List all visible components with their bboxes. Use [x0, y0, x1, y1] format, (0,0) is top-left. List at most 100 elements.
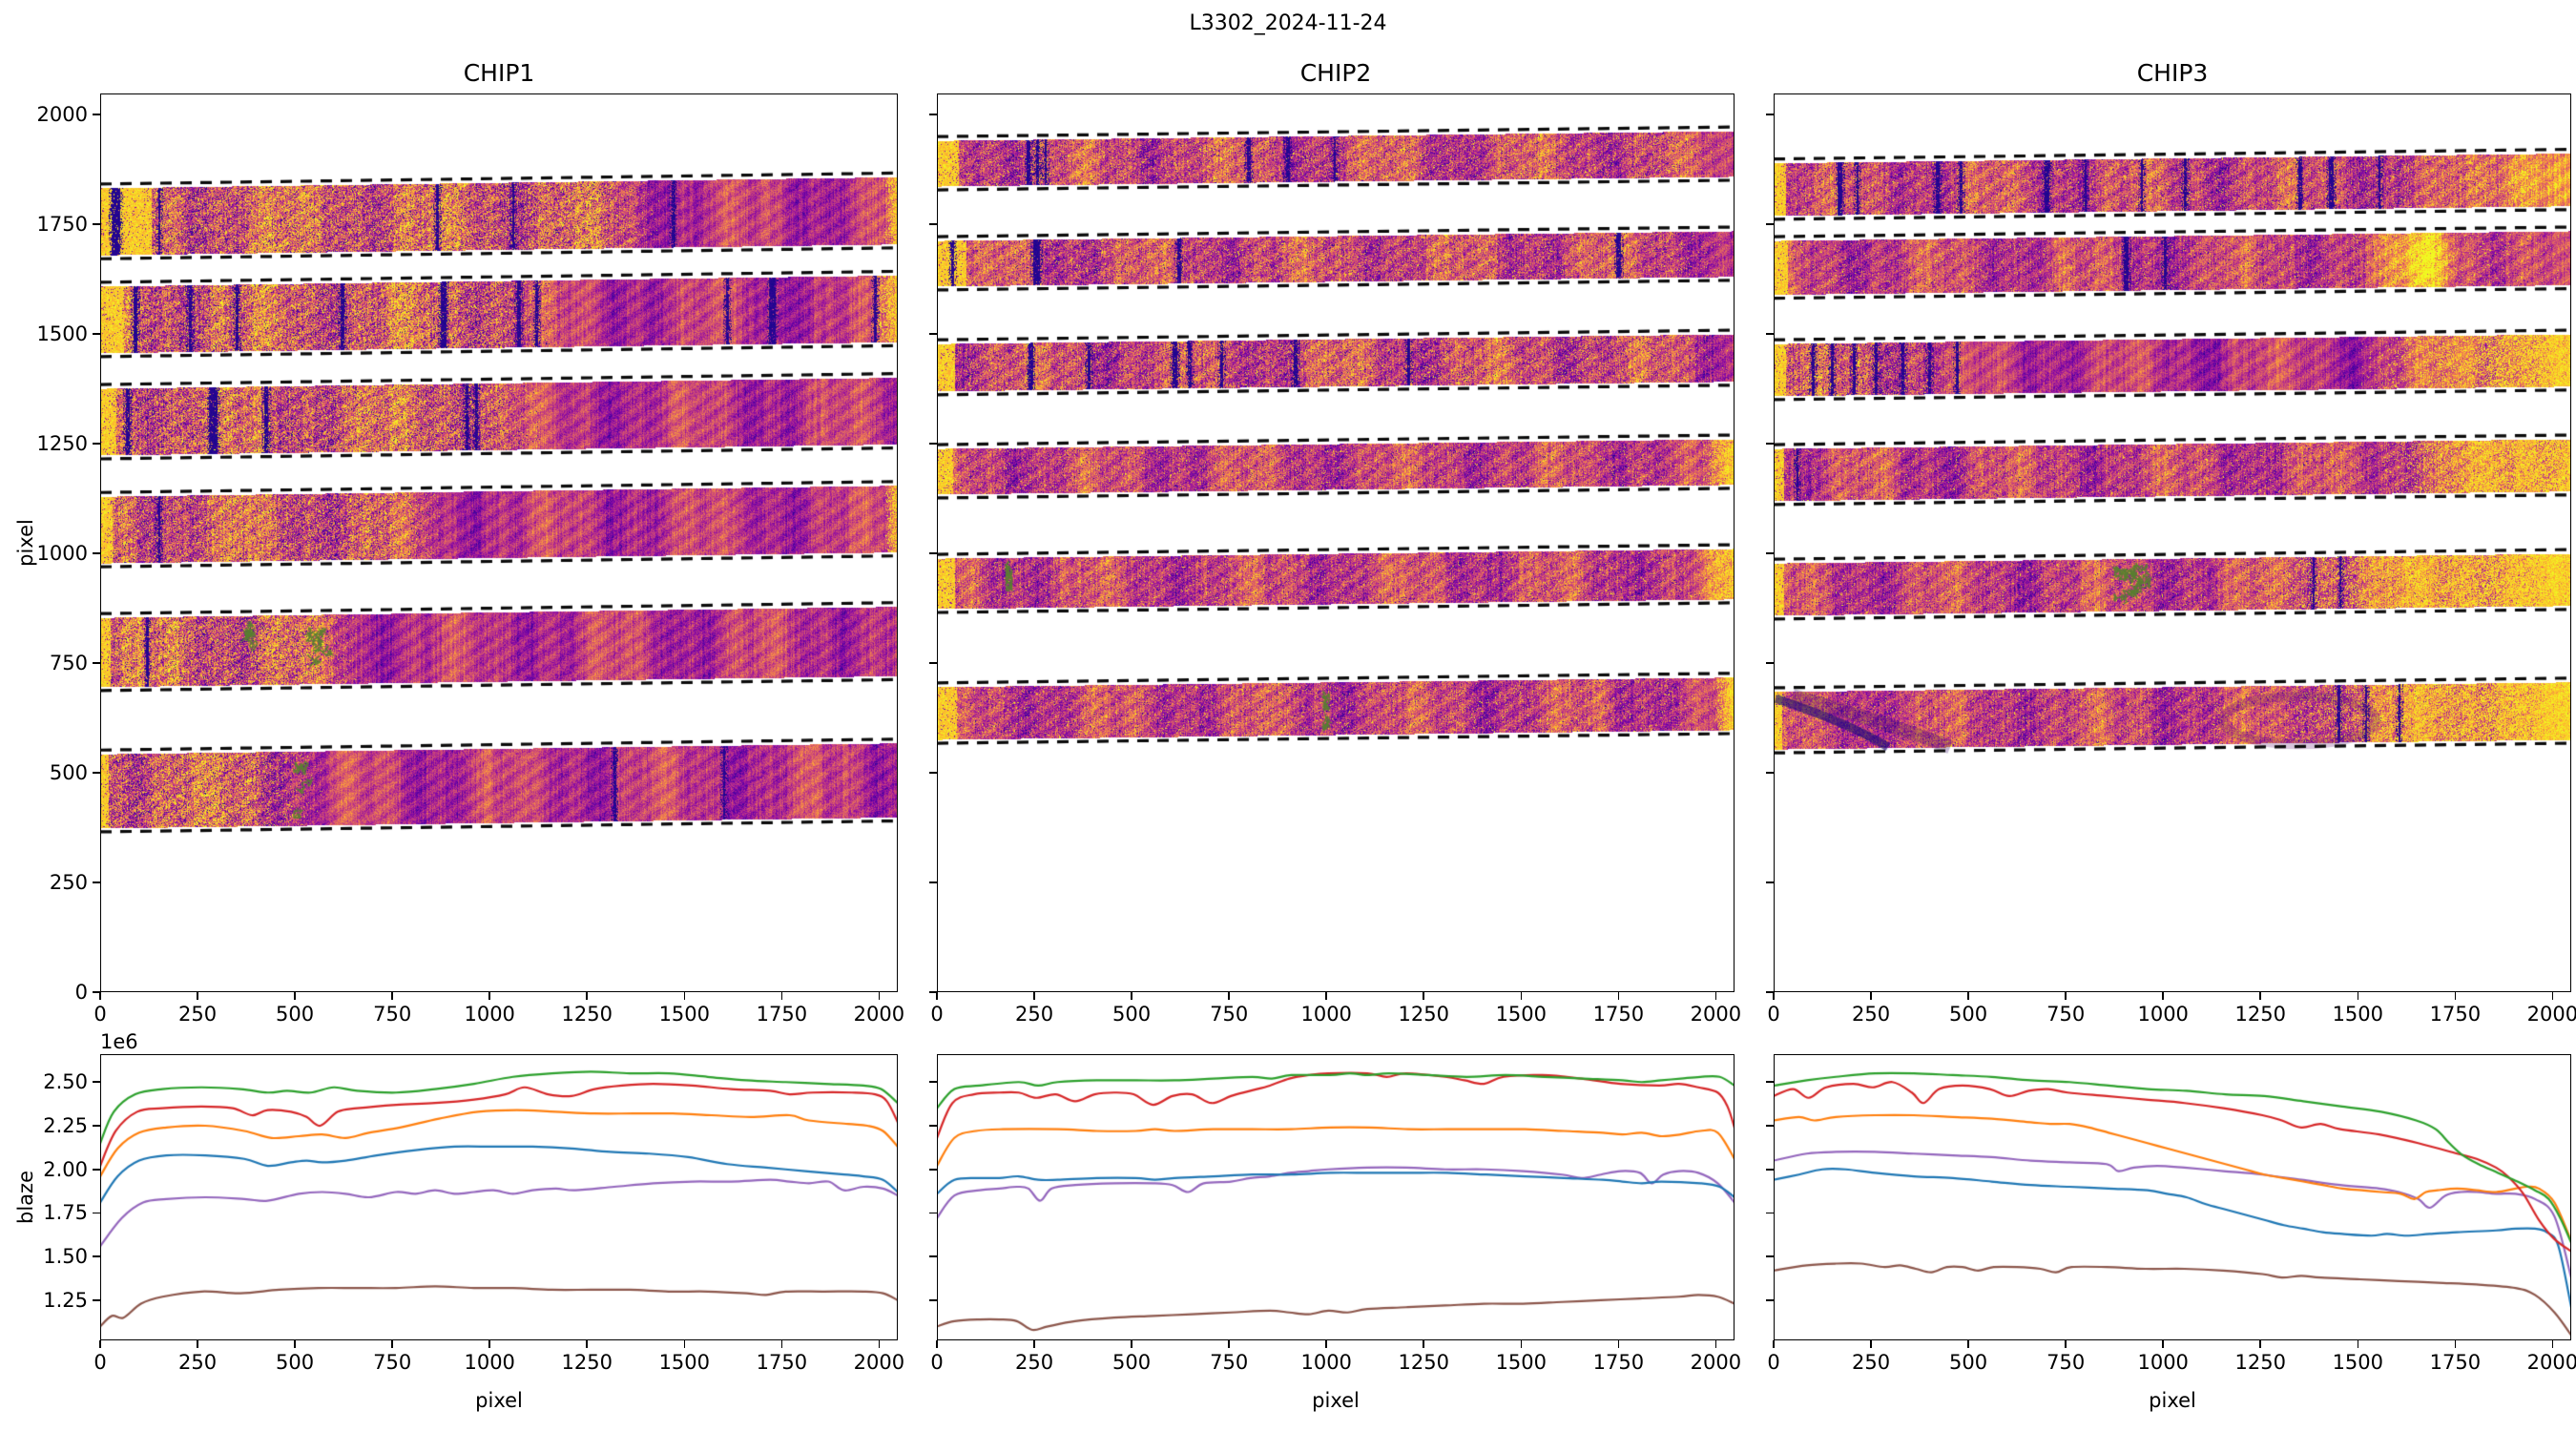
y-tick-mark — [929, 443, 937, 445]
y-tick-mark — [929, 772, 937, 774]
blaze-ylabel: blaze — [14, 1171, 37, 1224]
y-tick-mark — [929, 1212, 937, 1214]
x-tick-mark — [1033, 992, 1035, 1000]
blaze-xlabel-chip1: pixel — [475, 1389, 523, 1412]
x-tick-mark — [1423, 1340, 1425, 1348]
x-tick-label: 2000 — [1690, 1003, 1742, 1026]
x-tick-label: 2000 — [2526, 1351, 2576, 1374]
y-tick-label: 2000 — [36, 103, 88, 127]
x-tick-label: 1250 — [561, 1003, 613, 1026]
figure-title: L3302_2024-11-24 — [1189, 11, 1387, 35]
chip3-orders-image — [1774, 93, 2571, 992]
x-tick-mark — [2065, 1340, 2067, 1348]
x-tick-label: 1000 — [1300, 1003, 1352, 1026]
x-tick-label: 1250 — [1398, 1351, 1449, 1374]
x-tick-label: 250 — [1852, 1003, 1891, 1026]
x-tick-mark — [1131, 992, 1132, 1000]
y-tick-mark — [929, 1168, 937, 1171]
x-tick-mark — [1870, 1340, 1872, 1348]
y-tick-label: 1500 — [36, 322, 88, 346]
x-tick-mark — [1714, 1340, 1717, 1348]
x-tick-mark — [1325, 1340, 1327, 1348]
x-tick-label: 750 — [2046, 1003, 2086, 1026]
x-tick-mark — [936, 1340, 938, 1348]
x-tick-label: 1250 — [1398, 1003, 1449, 1026]
y-tick-label: 250 — [49, 871, 88, 894]
x-tick-label: 250 — [1015, 1351, 1054, 1374]
y-tick-mark — [93, 772, 100, 774]
y-tick-mark — [93, 1125, 100, 1127]
y-tick-label: 2.50 — [43, 1070, 88, 1094]
y-tick-mark — [929, 662, 937, 664]
y-tick-label: 1750 — [36, 213, 88, 237]
x-tick-label: 250 — [1852, 1351, 1891, 1374]
x-tick-mark — [1228, 1340, 1230, 1348]
x-tick-mark — [197, 992, 198, 1000]
y-tick-mark — [929, 991, 937, 993]
y-tick-mark — [929, 114, 937, 115]
image-ylabel: pixel — [14, 519, 37, 567]
x-tick-label: 750 — [1210, 1003, 1249, 1026]
chip3-title: CHIP3 — [2136, 59, 2209, 87]
y-tick-label: 1.25 — [43, 1288, 88, 1312]
x-tick-mark — [1617, 992, 1620, 1000]
x-tick-mark — [2357, 1340, 2359, 1348]
x-tick-mark — [197, 1340, 198, 1348]
y-tick-mark — [1766, 223, 1774, 225]
y-tick-label: 2.00 — [43, 1157, 88, 1181]
y-tick-mark — [929, 1255, 937, 1257]
x-tick-label: 1500 — [658, 1351, 711, 1374]
x-tick-mark — [1520, 1340, 1523, 1348]
x-tick-label: 2000 — [2526, 1003, 2576, 1026]
x-tick-mark — [2259, 1340, 2262, 1348]
y-tick-label: 1250 — [36, 432, 88, 456]
chip3-blaze-plot — [1774, 1054, 2571, 1340]
x-tick-mark — [2162, 1340, 2164, 1348]
x-tick-label: 1000 — [1300, 1351, 1352, 1374]
x-tick-label: 500 — [1949, 1003, 1988, 1026]
chip2-orders-image — [937, 93, 1735, 992]
x-tick-mark — [2454, 992, 2457, 1000]
x-tick-mark — [1423, 992, 1425, 1000]
y-tick-mark — [1766, 881, 1774, 883]
x-tick-label: 250 — [178, 1351, 218, 1374]
x-tick-label: 1250 — [2234, 1003, 2286, 1026]
x-tick-label: 1750 — [2429, 1003, 2482, 1026]
y-tick-mark — [929, 333, 937, 335]
x-tick-label: 1000 — [464, 1003, 515, 1026]
y-tick-label: 750 — [49, 652, 88, 675]
x-tick-label: 1500 — [2332, 1351, 2384, 1374]
x-tick-label: 1500 — [2332, 1003, 2384, 1026]
x-tick-label: 0 — [1767, 1003, 1780, 1026]
x-tick-label: 1500 — [658, 1003, 711, 1026]
x-tick-mark — [1773, 992, 1775, 1000]
y-tick-mark — [929, 1299, 937, 1301]
y-tick-mark — [93, 881, 100, 883]
y-tick-mark — [1766, 1168, 1774, 1171]
chip2-blaze-plot — [937, 1054, 1735, 1340]
x-tick-mark — [1773, 1340, 1775, 1348]
y-tick-mark — [1766, 1081, 1774, 1084]
x-tick-label: 500 — [1949, 1351, 1988, 1374]
y-tick-mark — [1766, 552, 1774, 554]
x-tick-label: 250 — [1015, 1003, 1054, 1026]
y-tick-label: 1.50 — [43, 1245, 88, 1269]
x-tick-label: 0 — [93, 1351, 107, 1374]
x-tick-mark — [2162, 992, 2164, 1000]
y-tick-mark — [1766, 991, 1774, 993]
y-tick-mark — [1766, 1255, 1774, 1257]
y-tick-mark — [93, 991, 100, 993]
x-tick-label: 750 — [373, 1351, 412, 1374]
x-tick-mark — [936, 992, 938, 1000]
y-tick-label: 1000 — [36, 542, 88, 566]
x-tick-mark — [586, 1340, 589, 1348]
x-tick-mark — [2259, 992, 2262, 1000]
x-tick-mark — [2357, 992, 2359, 1000]
x-tick-mark — [878, 992, 881, 1000]
x-tick-mark — [780, 992, 783, 1000]
y-tick-mark — [929, 552, 937, 554]
x-tick-label: 1500 — [1495, 1003, 1548, 1026]
x-tick-mark — [294, 992, 296, 1000]
x-tick-label: 1250 — [2234, 1351, 2286, 1374]
x-tick-mark — [1131, 1340, 1132, 1348]
